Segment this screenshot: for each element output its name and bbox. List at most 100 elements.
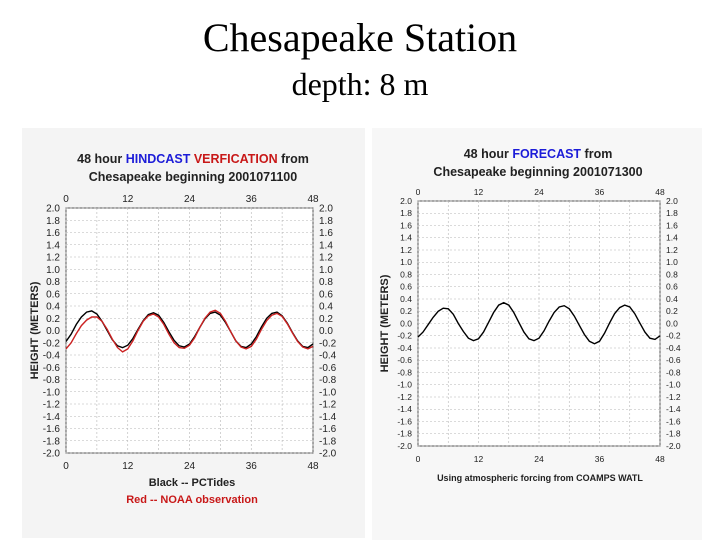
y-tick-label-right: -1.0 [666,380,681,390]
y-tick-label-right: -1.8 [319,436,337,447]
x-tick-label-bottom: 12 [474,454,484,464]
y-tick-label-right: -0.4 [319,351,337,362]
y-tick-label-right: 0.4 [666,294,678,304]
y-tick-label-left: -0.6 [43,363,61,374]
y-tick-label-left: 0.6 [400,282,412,292]
chart-subtitle: Chesapeake beginning 2001071100 [89,170,297,184]
y-tick-label-right: -1.8 [666,429,681,439]
y-tick-label-left: 2.0 [400,196,412,206]
y-tick-label-left: -1.6 [397,416,412,426]
y-tick-label-left: 1.6 [400,220,412,230]
y-tick-label-left: 0.0 [400,318,412,328]
chart-title: 48 hour FORECAST from [464,147,613,161]
hindcast-chart: 2.0 2.01.8 1.81.6 1.61.4 1.41.2 1.21.0 1.00.8 0… [29,152,337,506]
y-tick-label-left: 0.0 [46,326,60,337]
y-tick-label-right: 0.6 [319,289,333,300]
chart-title-part: FORECAST [512,147,581,161]
series-line-noaa-observation [65,309,314,353]
x-tick-label-top: 36 [246,194,258,205]
y-tick-label-left: 1.4 [46,240,60,251]
y-tick-label-right: -0.2 [319,338,337,349]
y-tick-label-left: 1.2 [46,253,60,264]
y-axis-label: HEIGHT (METERS) [379,274,391,372]
y-tick-label-left: -1.8 [397,429,412,439]
y-tick-label-right: 0.4 [319,302,333,313]
y-axis-label: HEIGHT (METERS) [29,281,41,379]
chart-footnote: Using atmospheric forcing from COAMPS WA… [437,473,643,483]
y-tick-label-right: 0.8 [319,277,333,288]
y-tick-label-right: 0.6 [666,282,678,292]
y-tick-label-right: -1.4 [666,404,681,414]
y-tick-label-right: -0.2 [666,331,681,341]
x-tick-label-bottom: 24 [534,454,544,464]
y-tick-label-left: -1.4 [397,404,412,414]
y-tick-label-left: 1.2 [400,245,412,255]
y-tick-label-right: 1.2 [666,245,678,255]
x-tick-label-bottom: 48 [655,454,665,464]
y-tick-label-right: -0.8 [319,375,337,386]
chart-title-hindcast: HINDCAST [126,152,194,166]
y-tick-label-right: -2.0 [319,449,337,460]
y-tick-label-left: 1.0 [400,257,412,267]
x-tick-label-top: 24 [534,187,544,197]
y-tick-label-left: -1.6 [43,424,61,435]
x-tick-label-bottom: 48 [307,461,319,472]
x-tick-label-bottom: 36 [595,454,605,464]
y-tick-label-left: 0.2 [46,314,60,325]
y-tick-label-left: -0.2 [397,331,412,341]
y-tick-label-left: 0.4 [400,294,412,304]
y-tick-label-right: 0.2 [319,314,333,325]
y-tick-label-left: 0.2 [400,306,412,316]
y-tick-label-right: -1.6 [319,424,337,435]
y-tick-label-left: -1.4 [43,412,61,423]
y-tick-label-right: 1.0 [666,257,678,267]
y-tick-label-right: 0.0 [666,318,678,328]
y-tick-label-left: -1.2 [43,400,61,411]
y-tick-label-right: -1.4 [319,412,337,423]
y-tick-label-right: -0.6 [319,363,337,374]
x-tick-label-bottom: 24 [184,461,196,472]
legend-noaa-observation: Red -- NOAA observation [126,494,258,506]
x-tick-label-top: 36 [595,187,605,197]
chart-subtitle: Chesapeake beginning 2001071300 [433,165,642,179]
y-tick-label-left: -1.0 [397,380,412,390]
x-tick-label-top: 0 [63,194,69,205]
chart-title-part: from [581,147,612,161]
y-tick-label-left: -2.0 [43,449,61,460]
y-tick-label-left: 1.4 [400,233,412,243]
y-tick-label-right: -2.0 [666,441,681,451]
slide-title: Chesapeake Station [202,15,518,60]
y-tick-label-left: 0.6 [46,289,60,300]
y-tick-label-right: -1.6 [666,416,681,426]
y-tick-label-left: 1.0 [46,265,60,276]
y-tick-label-left: -1.8 [43,436,61,447]
y-tick-label-right: 0.8 [666,269,678,279]
y-tick-label-right: -1.2 [666,392,681,402]
x-tick-label-top: 24 [184,194,196,205]
chart-title: 48 hour HINDCAST VERFICATION from [77,152,309,166]
y-tick-label-left: 0.4 [46,302,60,313]
y-tick-label-left: -0.6 [397,355,412,365]
x-tick-label-top: 48 [655,187,665,197]
y-tick-label-left: 0.8 [400,269,412,279]
y-tick-label-right: 2.0 [319,204,333,215]
y-tick-label-right: -1.2 [319,400,337,411]
y-tick-label-left: 2.0 [46,204,60,215]
y-tick-label-right: 1.0 [319,265,333,276]
forecast-chart: 2.0 2.0 1.8 1.8 1.6 1.6 1.4 1.4 1.2 1.2 1.0 1.0 0.8 0… [379,147,681,483]
y-tick-label-right: -1.0 [319,387,337,398]
y-tick-label-right: -0.4 [666,343,681,353]
series-line-forecast [417,301,661,345]
y-tick-label-right: 1.6 [319,228,333,239]
y-tick-label-right: 1.8 [666,208,678,218]
y-tick-label-left: -0.8 [397,367,412,377]
x-tick-label-top: 12 [122,194,134,205]
x-tick-label-bottom: 36 [246,461,258,472]
y-tick-label-left: 1.8 [400,208,412,218]
chart-title-part: 48 hour [464,147,513,161]
y-tick-label-left: -0.2 [43,338,61,349]
y-tick-label-right: 0.0 [319,326,333,337]
y-tick-label-right: 2.0 [666,196,678,206]
chart-title-part: 48 hour [77,152,126,166]
